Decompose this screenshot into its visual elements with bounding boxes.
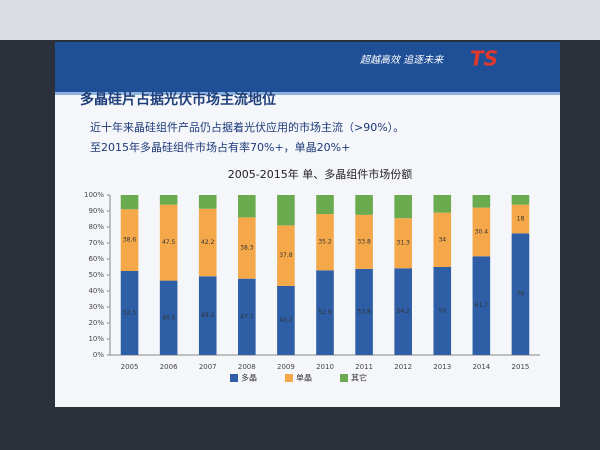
bar-segment [277,195,295,226]
data-label: 43.2 [279,317,293,324]
bar-segment [472,207,491,257]
x-tick-label: 2009 [277,363,295,371]
bar-segment [198,208,217,277]
bar-segment [433,212,452,267]
chart-title: 2005-2015年 单、多晶组件市场份额 [228,167,412,181]
data-label: 46.5 [162,314,176,321]
bar-segment [472,256,491,355]
legend-swatch [285,374,293,382]
data-label: 31.3 [397,240,411,247]
y-tick-label: 100% [84,191,104,199]
x-tick-label: 2013 [433,363,451,371]
bar-segment [120,209,139,271]
x-tick-label: 2006 [160,363,178,371]
data-label: 55 [438,308,446,315]
x-tick-label: 2010 [316,363,334,371]
bar-segment [394,195,412,219]
bar-segment [238,217,256,279]
bar-segment [355,268,373,355]
legend-label: 其它 [351,373,367,383]
bar-segment [277,225,295,286]
bar-segment [198,195,217,209]
y-tick-label: 0% [93,351,104,359]
bar-segment [316,214,334,271]
bar-segment [120,271,139,355]
x-tick-label: 2014 [472,363,490,371]
tagline: 超越高效 追逐未来 [360,54,444,66]
bar-segment [511,195,530,205]
data-label: 61.7 [475,302,489,309]
y-tick-label: 20% [88,319,104,327]
bar-segment [394,218,412,269]
slide-title: 多晶硅片占据光伏市场主流地位 [80,91,276,108]
logo: TS [470,47,498,71]
y-tick-label: 30% [88,303,104,311]
y-tick-label: 70% [88,239,104,247]
data-label: 34 [438,236,446,243]
y-tick-label: 80% [88,223,104,231]
data-label: 42.2 [201,239,215,246]
bar-segment [277,285,295,355]
bar-segment [238,195,256,218]
data-label: 49.2 [201,312,215,319]
x-tick-label: 2008 [238,363,256,371]
bar-segment [394,268,412,355]
y-tick-label: 10% [88,335,104,343]
bar-segment [472,195,491,208]
x-tick-label: 2005 [121,363,139,371]
data-label: 54.2 [397,308,411,315]
data-label: 52.9 [318,309,332,316]
data-label: 18 [517,216,525,223]
data-label: 38.3 [240,245,254,252]
x-tick-label: 2015 [512,363,530,371]
legend-swatch [230,374,238,382]
slide-header [55,42,560,92]
data-label: 52.5 [123,310,137,317]
data-label: 47.7 [240,313,254,320]
bar-segment [355,195,373,215]
bar-segment [159,280,178,355]
data-label: 53.8 [357,308,371,315]
y-tick-label: 60% [88,255,104,263]
x-tick-label: 2011 [355,363,373,371]
bar-segment [355,214,373,269]
data-label: 30.4 [475,228,489,235]
bar-segment [433,195,452,213]
x-tick-label: 2007 [199,363,217,371]
bar-segment [120,195,139,210]
legend-label: 单晶 [296,373,312,383]
data-label: 76 [517,291,525,298]
bullet: 至2015年多晶硅组件市场占有率70%+，单晶20%+ [90,140,350,154]
y-tick-label: 90% [88,207,104,215]
bullet: 近十年来晶硅组件产品仍占据着光伏应用的市场主流（>90%）。 [90,120,404,134]
bar-segment [316,270,334,355]
bar-segment [316,195,334,215]
data-label: 33.8 [357,238,371,245]
data-label: 35.2 [318,239,332,246]
booth-sign [0,0,600,40]
x-tick-label: 2012 [394,363,412,371]
bar-segment [238,278,256,355]
bar-segment [511,204,530,234]
bar-segment [198,276,217,355]
bar-segment [511,233,530,355]
bar-segment [159,204,178,281]
y-tick-label: 40% [88,287,104,295]
header-rule [55,92,560,95]
y-tick-label: 50% [88,271,104,279]
bar-segment [159,195,178,205]
bar-segment [433,267,452,355]
data-label: 47.5 [162,239,176,246]
data-label: 38.6 [123,237,137,244]
legend-swatch [340,374,348,382]
legend-label: 多晶 [241,373,257,383]
data-label: 37.8 [279,252,293,259]
